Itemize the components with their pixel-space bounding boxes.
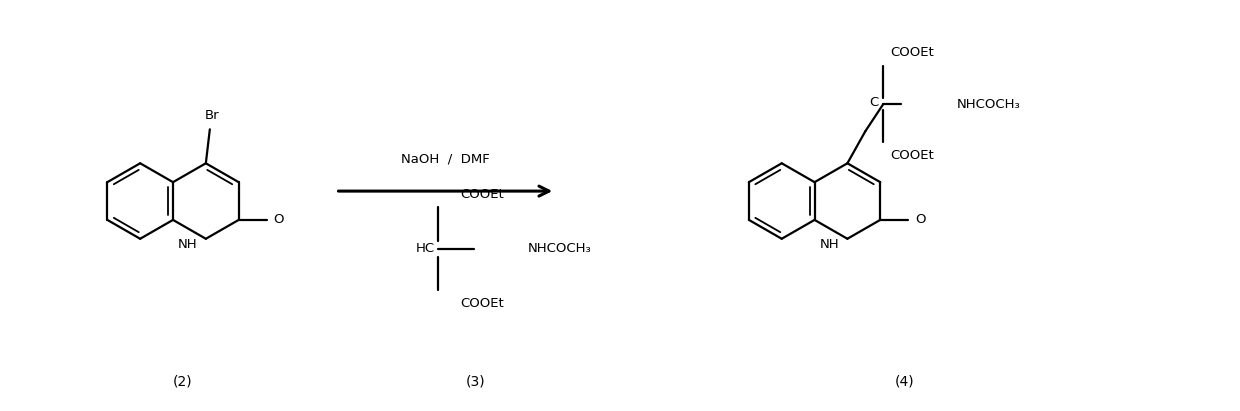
Text: NHCOCH₃: NHCOCH₃ xyxy=(957,97,1021,111)
Text: O: O xyxy=(274,213,284,226)
Text: NaOH  /  DMF: NaOH / DMF xyxy=(401,153,490,166)
Text: Br: Br xyxy=(205,109,219,122)
Text: HC: HC xyxy=(415,242,434,255)
Text: NHCOCH₃: NHCOCH₃ xyxy=(528,242,591,255)
Text: NH: NH xyxy=(820,238,839,251)
Text: NH: NH xyxy=(179,238,198,251)
Text: COOEt: COOEt xyxy=(890,46,934,59)
Text: COOEt: COOEt xyxy=(460,187,505,201)
Text: COOEt: COOEt xyxy=(890,149,934,162)
Text: (2): (2) xyxy=(174,375,192,389)
Text: (3): (3) xyxy=(465,375,485,389)
Text: C: C xyxy=(869,95,878,109)
Text: COOEt: COOEt xyxy=(460,297,505,310)
Text: (4): (4) xyxy=(894,375,914,389)
Text: O: O xyxy=(915,213,926,226)
